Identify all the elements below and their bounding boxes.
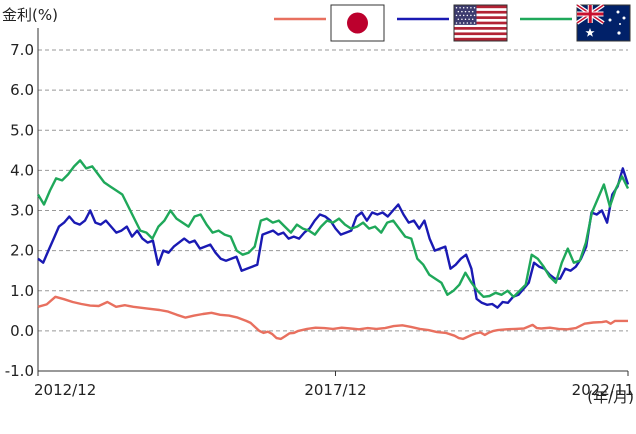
- y-tick-label: 7.0: [10, 41, 34, 59]
- x-tick-label: 2022/11: [572, 381, 634, 399]
- y-tick-label: 3.0: [10, 202, 34, 220]
- x-tick-label: 2012/12: [34, 381, 96, 399]
- x-axis-unit-label: (年/月): [587, 388, 634, 406]
- series-lines: [36, 159, 630, 341]
- axes: [37, 28, 628, 372]
- japan-flag-icon: [330, 4, 385, 42]
- y-tick-label: 5.0: [10, 121, 34, 139]
- usa-flag-icon: [453, 4, 508, 42]
- y-tick-label: 1.0: [10, 282, 34, 300]
- grid-lines: [38, 49, 628, 332]
- legend-item-australia: [520, 3, 631, 42]
- series-line-australia: [36, 159, 630, 298]
- y-tick-label: 2.0: [10, 242, 34, 260]
- legend-item-usa: [397, 4, 508, 42]
- x-tick-labels: 2012/12 2017/12 2022/11: [34, 371, 634, 399]
- legend-item-japan: [274, 4, 385, 42]
- australia-flag-icon: [575, 3, 631, 42]
- legend: [274, 3, 631, 42]
- y-tick-label: 0.0: [10, 322, 34, 340]
- y-tick-label: 4.0: [10, 161, 34, 179]
- y-tick-label: -1.0: [5, 362, 34, 380]
- y-tick-label: 6.0: [10, 81, 34, 99]
- series-line-usa: [37, 167, 630, 309]
- y-tick-labels: -1.0 0.0 1.0 2.0 3.0 4.0 5.0 6.0 7.0: [5, 41, 34, 380]
- x-tick-label: 2017/12: [304, 381, 366, 399]
- series-line-japan: [37, 295, 628, 341]
- y-axis-label: 金利(%): [2, 6, 58, 24]
